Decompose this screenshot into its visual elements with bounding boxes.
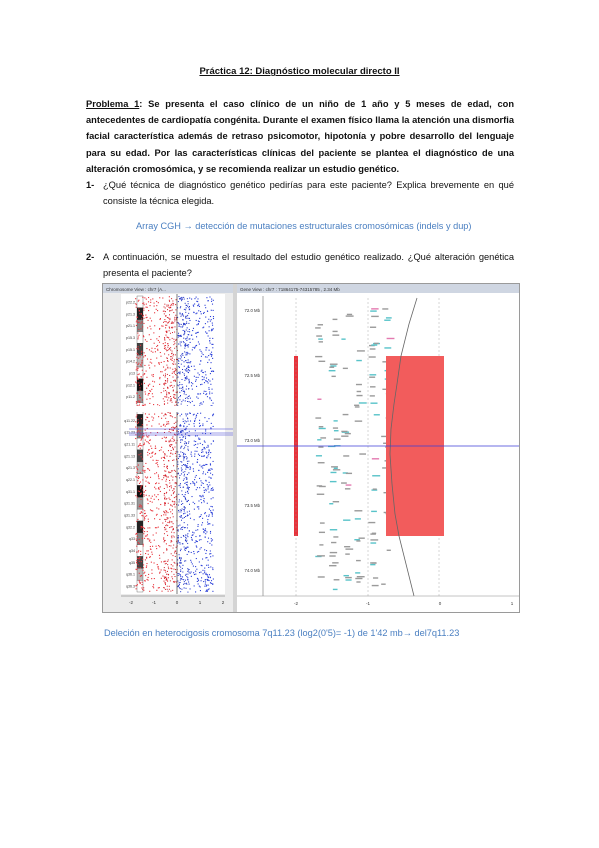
gene-view-title: Gene View : chr7 : 71864175-74315785 , 2…	[240, 287, 340, 292]
band-label: q21.13	[124, 454, 135, 458]
band-label: p11.2	[126, 395, 135, 399]
band-label: q21.11	[124, 443, 135, 447]
page-title: Práctica 12: Diagnóstico molecular direc…	[199, 66, 400, 77]
band-label: q33	[129, 537, 135, 541]
question-2-text: A continuación, se muestra el resultado …	[103, 252, 514, 279]
band-label: q31.1	[126, 490, 135, 494]
chromosome-band	[136, 461, 144, 474]
chromosome-band	[136, 449, 144, 462]
right-y-axis: 72.0 Mb 72.5 Mb 73.0 Mb 73.5 Mb 74.0 Mb	[244, 308, 260, 573]
right-x-axis: -2 -1 0 1	[294, 601, 514, 606]
band-label: p15.3	[126, 336, 135, 340]
band-label: q11.22	[124, 419, 135, 423]
chromosome-band	[136, 378, 144, 391]
band-label: q32.2	[126, 525, 135, 529]
band-label: q36.3	[126, 585, 135, 589]
gene-view-panel	[237, 284, 519, 612]
band-label: p21.1	[126, 324, 135, 328]
answer-1: Array CGH → detección de mutaciones estr…	[136, 221, 472, 231]
band-label: p13	[129, 371, 135, 375]
question-1-number: 1-	[86, 180, 95, 190]
band-label: q21.3	[126, 466, 135, 470]
chromosome-band	[136, 580, 144, 593]
problem-statement: Problema 1: Se presenta el caso clínico …	[86, 96, 514, 177]
chromosome-band	[136, 390, 144, 403]
left-axis-tick: -1	[152, 600, 156, 605]
band-label: p14.2	[126, 360, 135, 364]
chromosome-band	[136, 295, 144, 308]
band-label: q31.31	[124, 502, 135, 506]
left-x-axis: -2 -1 0 1 2	[121, 595, 225, 605]
problem-text: : Se presenta el caso clínico de un niño…	[86, 99, 514, 174]
chromosome-view-title: Chromosome View : chr7 (A...	[106, 287, 166, 292]
right-x-tick: 1	[511, 601, 514, 606]
right-y-tick: 72.0 Mb	[244, 308, 260, 313]
band-label: q11.23	[124, 431, 135, 435]
question-1-text: ¿Qué técnica de diagnóstico genético ped…	[103, 180, 514, 207]
answer-2: Deleción en heterocigosis cromosoma 7q11…	[104, 628, 460, 638]
chromosome-band	[136, 544, 144, 557]
right-x-tick: 0	[439, 601, 442, 606]
right-y-tick: 74.0 Mb	[244, 568, 260, 573]
band-label: p22.2	[126, 300, 135, 304]
band-label: q34	[129, 549, 135, 553]
band-label: q22.1	[126, 478, 135, 482]
problem-label: Problema 1	[86, 99, 140, 109]
band-label: q36.1	[126, 573, 135, 577]
question-2-number: 2-	[86, 252, 95, 262]
chromosome-band	[136, 568, 144, 581]
question-2: 2- A continuación, se muestra el resulta…	[86, 249, 514, 281]
band-label: q31.33	[124, 514, 135, 518]
question-1: 1- ¿Qué técnica de diagnóstico genético …	[86, 177, 514, 209]
right-y-tick: 73.0 Mb	[244, 438, 260, 443]
left-axis-tick: -2	[129, 600, 133, 605]
right-x-tick: -2	[294, 601, 298, 606]
left-axis-tick: 1	[199, 600, 202, 605]
band-label: q35	[129, 561, 135, 565]
band-label: p12.1	[126, 383, 135, 387]
log-ratio-scatter	[135, 296, 215, 593]
left-axis-tick: 2	[222, 600, 225, 605]
right-x-tick: -1	[366, 601, 370, 606]
band-label: p15.1	[126, 348, 135, 352]
band-label: p21.3	[126, 312, 135, 316]
right-y-tick: 72.5 Mb	[244, 373, 260, 378]
right-y-tick: 73.5 Mb	[244, 503, 260, 508]
left-axis-tick: 0	[176, 600, 179, 605]
array-cgh-figure: Chromosome View : chr7 (A... p22.2 p21.3 p…	[102, 283, 520, 613]
profile-line	[389, 297, 418, 597]
